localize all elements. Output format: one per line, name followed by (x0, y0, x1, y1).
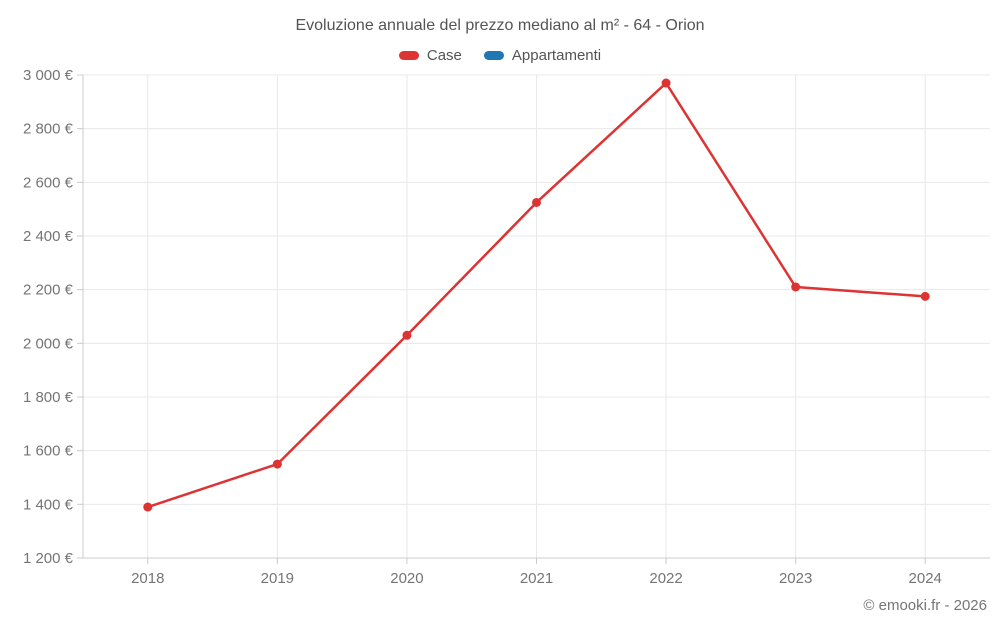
y-tick-label: 1 600 € (23, 443, 74, 460)
y-tick-label: 2 400 € (23, 228, 74, 245)
legend-label: Case (426, 47, 462, 64)
legend-item-case[interactable]: Case (398, 47, 462, 64)
data-point-2021[interactable] (532, 197, 541, 207)
x-tick-label: 2024 (909, 570, 942, 587)
x-tick-label: 2019 (261, 570, 294, 587)
x-tick-label: 2023 (779, 570, 812, 587)
data-point-2019[interactable] (272, 459, 282, 469)
data-point-2022[interactable] (661, 78, 671, 88)
y-tick-label: 2 600 € (23, 174, 74, 191)
legend-label: Appartamenti (511, 47, 602, 64)
legend-swatch-icon (398, 51, 419, 60)
x-tick-label: 2021 (520, 570, 553, 587)
y-tick-label: 1 200 € (23, 550, 74, 567)
y-tick-label: 1 800 € (23, 389, 74, 406)
data-point-2023[interactable] (791, 282, 801, 292)
y-tick-label: 1 400 € (23, 496, 74, 513)
chart-title: Evoluzione annuale del prezzo mediano al… (295, 17, 705, 34)
legend: Case Appartamenti (0, 47, 1000, 64)
y-tick-label: 2 800 € (23, 121, 74, 138)
x-tick-label: 2022 (649, 570, 682, 587)
y-tick-label: 2 000 € (23, 335, 74, 352)
y-tick-label: 2 200 € (23, 282, 74, 299)
x-tick-label: 2020 (390, 570, 423, 587)
data-point-2018[interactable] (143, 502, 153, 512)
data-point-2020[interactable] (402, 330, 412, 340)
data-point-2024[interactable] (920, 291, 930, 301)
y-tick-label: 3 000 € (23, 67, 74, 84)
chart-canvas: 1 200 € 1 400 € 1 600 € 1 800 € 2 000 € 2 200… (23, 67, 990, 587)
x-tick-label: 2018 (131, 570, 164, 587)
credit-text: © emooki.fr - 2026 (863, 597, 987, 614)
legend-item-appartamenti[interactable]: Appartamenti (483, 47, 602, 64)
legend-swatch-icon (483, 51, 504, 60)
